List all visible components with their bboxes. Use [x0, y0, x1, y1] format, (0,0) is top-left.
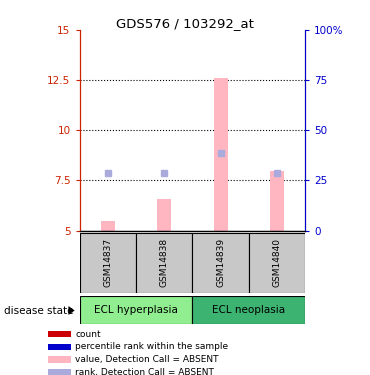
Bar: [270, 171, 284, 231]
Text: count: count: [75, 330, 101, 339]
Text: GSM14837: GSM14837: [103, 238, 112, 287]
Bar: [136, 232, 192, 292]
Polygon shape: [68, 306, 75, 315]
Bar: [48, 357, 71, 363]
Text: rank, Detection Call = ABSENT: rank, Detection Call = ABSENT: [75, 368, 214, 375]
Text: GSM14838: GSM14838: [160, 238, 169, 287]
Bar: [157, 198, 171, 231]
Bar: [101, 220, 115, 231]
Text: GSM14840: GSM14840: [273, 238, 282, 287]
Text: disease state: disease state: [4, 306, 73, 315]
Text: GSM14839: GSM14839: [216, 238, 225, 287]
Bar: [249, 232, 305, 292]
Text: value, Detection Call = ABSENT: value, Detection Call = ABSENT: [75, 355, 219, 364]
Bar: [213, 78, 228, 231]
Bar: [192, 232, 249, 292]
Bar: [192, 296, 305, 324]
Text: percentile rank within the sample: percentile rank within the sample: [75, 342, 228, 351]
Bar: [80, 296, 192, 324]
Bar: [48, 344, 71, 350]
Text: ECL hyperplasia: ECL hyperplasia: [94, 305, 178, 315]
Bar: [80, 232, 136, 292]
Bar: [48, 331, 71, 337]
Text: GDS576 / 103292_at: GDS576 / 103292_at: [116, 17, 254, 30]
Text: ECL neoplasia: ECL neoplasia: [212, 305, 285, 315]
Bar: [48, 369, 71, 375]
